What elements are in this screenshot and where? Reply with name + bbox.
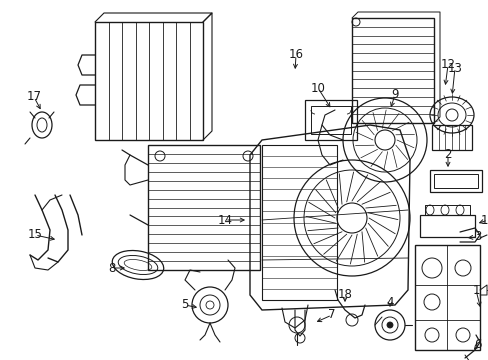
Text: 13: 13 — [447, 62, 462, 75]
Text: 14: 14 — [217, 213, 232, 226]
Text: 6: 6 — [473, 338, 481, 351]
Text: 5: 5 — [181, 298, 188, 311]
Text: 8: 8 — [108, 261, 116, 274]
Text: 11: 11 — [480, 213, 488, 226]
Text: 10: 10 — [310, 81, 325, 94]
Text: 1: 1 — [471, 284, 479, 297]
Bar — [95, 22, 203, 140]
Text: 4: 4 — [386, 296, 393, 309]
Bar — [414, 245, 479, 350]
Text: 12: 12 — [440, 58, 454, 72]
Bar — [429, 170, 481, 192]
Text: 17: 17 — [26, 90, 41, 104]
Text: 9: 9 — [390, 89, 398, 102]
Bar — [419, 215, 474, 237]
Text: 16: 16 — [288, 49, 303, 62]
Text: 2: 2 — [443, 148, 451, 162]
Bar — [148, 145, 260, 270]
Bar — [351, 18, 433, 123]
Bar — [433, 174, 477, 188]
Text: 3: 3 — [473, 230, 481, 243]
Bar — [310, 106, 350, 134]
Bar — [262, 145, 336, 300]
Text: 18: 18 — [337, 288, 352, 302]
Bar — [305, 100, 356, 140]
Bar — [431, 125, 471, 150]
Text: 7: 7 — [327, 309, 335, 321]
Text: 15: 15 — [27, 229, 42, 242]
Ellipse shape — [386, 322, 392, 328]
